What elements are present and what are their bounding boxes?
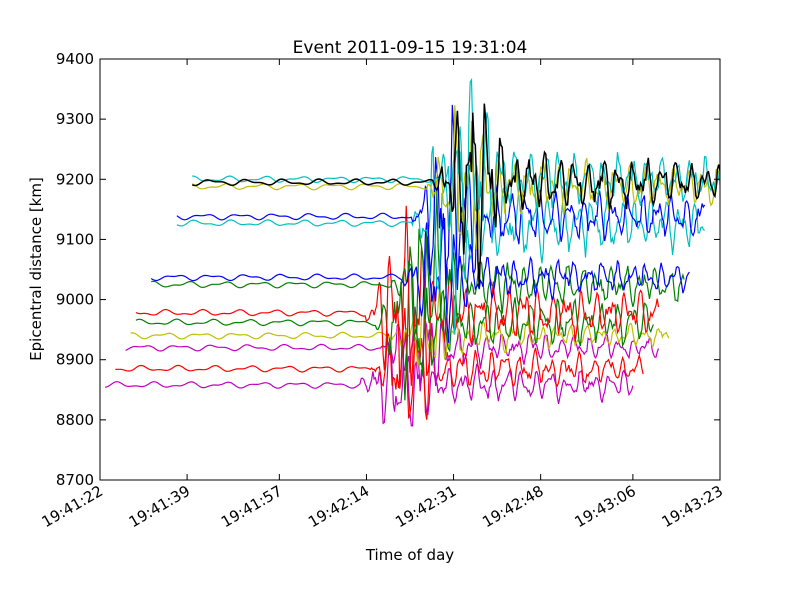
y-tick-label: 9200 — [56, 170, 94, 188]
seismic-trace-10 — [176, 104, 706, 290]
seismic-trace-5 — [135, 228, 654, 401]
seismic-trace-8 — [150, 213, 690, 343]
seismic-trace-2 — [115, 307, 644, 420]
y-axis: 8700 8800 8900 9000 9100 9200 9300 9400 — [56, 50, 720, 489]
plot-frame — [99, 58, 721, 481]
x-axis-label: Time of day — [365, 546, 454, 564]
seismic-trace-6 — [135, 205, 660, 389]
series-layer — [105, 77, 720, 427]
y-axis-label: Epicentral distance [km] — [27, 177, 45, 361]
seismic-trace-3 — [125, 306, 660, 392]
y-tick-label: 9100 — [56, 230, 94, 248]
y-tick-label: 9000 — [56, 291, 94, 309]
seismic-trace-13 — [191, 103, 720, 287]
seismic-trace-9 — [176, 126, 706, 335]
y-tick-label: 9300 — [56, 110, 94, 128]
y-tick-label: 8700 — [56, 471, 94, 489]
y-tick-label: 8900 — [56, 351, 94, 369]
seismic-trace-7 — [151, 190, 685, 342]
chart-title: Event 2011-09-15 19:31:04 — [293, 38, 528, 58]
y-tick-label: 8800 — [56, 411, 94, 429]
y-tick-label: 9400 — [56, 50, 94, 68]
seismic-trace-12 — [192, 77, 720, 244]
seismic-trace-1 — [105, 327, 634, 427]
